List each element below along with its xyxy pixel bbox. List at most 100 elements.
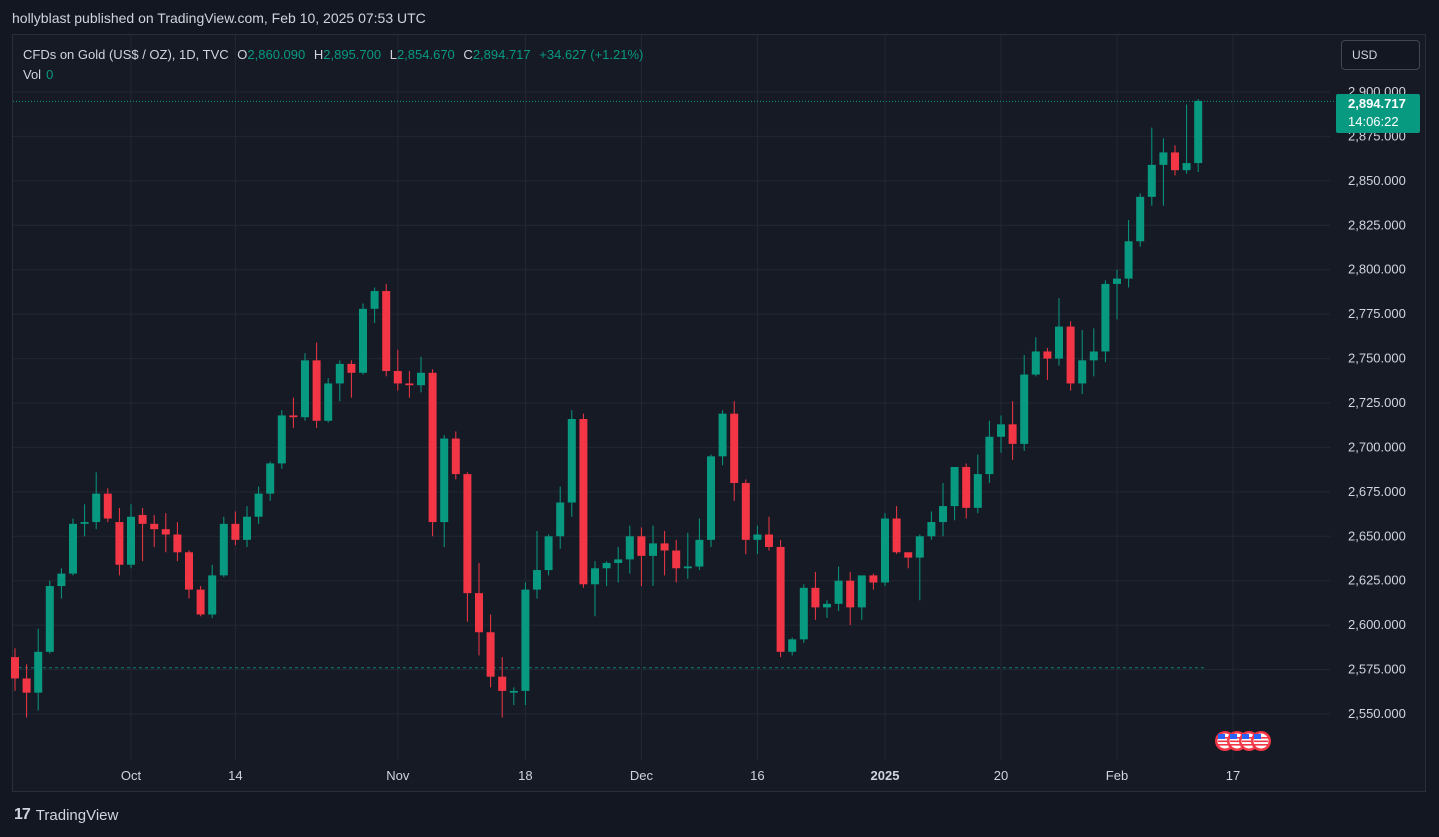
candle[interactable]: [219, 516, 228, 578]
candle[interactable]: [1089, 328, 1098, 377]
candle[interactable]: [1078, 330, 1087, 395]
candle[interactable]: [34, 628, 43, 711]
candle[interactable]: [1113, 269, 1121, 320]
candle[interactable]: [1159, 138, 1168, 206]
candle[interactable]: [741, 479, 750, 555]
candle[interactable]: [834, 566, 843, 611]
candle[interactable]: [811, 571, 820, 620]
candle[interactable]: [150, 514, 159, 547]
candle[interactable]: [45, 580, 54, 654]
candle[interactable]: [277, 410, 286, 469]
candle[interactable]: [579, 413, 588, 588]
candle[interactable]: [765, 516, 773, 551]
candle[interactable]: [881, 513, 889, 587]
candle[interactable]: [591, 561, 599, 617]
candle[interactable]: [127, 504, 135, 569]
candle[interactable]: [22, 664, 31, 718]
candle[interactable]: [1031, 337, 1040, 377]
candle[interactable]: [753, 525, 762, 555]
candle[interactable]: [939, 482, 947, 537]
candle[interactable]: [1066, 321, 1075, 391]
candle[interactable]: [405, 371, 414, 398]
candle[interactable]: [707, 454, 715, 547]
candle[interactable]: [115, 507, 124, 576]
candle[interactable]: [301, 353, 309, 421]
candle[interactable]: [498, 657, 507, 718]
candle[interactable]: [347, 360, 356, 398]
candle[interactable]: [312, 342, 321, 428]
candle[interactable]: [289, 397, 298, 428]
candle[interactable]: [254, 486, 263, 524]
candle[interactable]: [857, 575, 866, 620]
candle[interactable]: [973, 454, 982, 514]
candle[interactable]: [567, 410, 576, 517]
candle[interactable]: [695, 518, 704, 571]
candle[interactable]: [637, 527, 646, 587]
candle[interactable]: [927, 511, 936, 540]
candle[interactable]: [776, 539, 785, 658]
candle[interactable]: [683, 532, 692, 579]
currency-button[interactable]: USD: [1341, 40, 1420, 70]
candle[interactable]: [11, 648, 19, 691]
candle[interactable]: [486, 614, 495, 688]
candle[interactable]: [649, 525, 657, 587]
candle[interactable]: [602, 561, 611, 587]
candle[interactable]: [1043, 347, 1052, 380]
candle[interactable]: [196, 586, 205, 617]
candle[interactable]: [521, 582, 530, 706]
candle[interactable]: [544, 534, 553, 576]
symbol-title[interactable]: CFDs on Gold (US$ / OZ), 1D, TVC: [23, 47, 229, 62]
candle[interactable]: [892, 506, 901, 555]
candle[interactable]: [1194, 99, 1203, 172]
candle[interactable]: [950, 466, 959, 521]
candle[interactable]: [440, 434, 449, 547]
candle[interactable]: [324, 378, 333, 423]
candle[interactable]: [846, 571, 855, 626]
candle[interactable]: [869, 573, 878, 590]
candle[interactable]: [475, 562, 483, 656]
candle[interactable]: [1101, 280, 1110, 363]
candle[interactable]: [335, 360, 344, 402]
chart-pane[interactable]: [12, 34, 1426, 792]
candle[interactable]: [69, 518, 77, 576]
candle[interactable]: [208, 564, 217, 619]
candle[interactable]: [625, 525, 634, 574]
candle[interactable]: [1055, 298, 1063, 366]
candle[interactable]: [1147, 127, 1156, 206]
candle[interactable]: [359, 303, 367, 375]
candle[interactable]: [1182, 104, 1191, 174]
candle[interactable]: [1008, 401, 1017, 460]
candle[interactable]: [730, 401, 739, 501]
candle[interactable]: [533, 530, 541, 599]
candle[interactable]: [382, 283, 391, 377]
candle[interactable]: [161, 513, 170, 553]
us-flag-event-icon[interactable]: [1251, 731, 1271, 751]
candle[interactable]: [80, 504, 89, 537]
candle[interactable]: [185, 550, 193, 599]
candle[interactable]: [393, 349, 402, 391]
candle[interactable]: [1136, 193, 1145, 247]
candle[interactable]: [451, 431, 460, 480]
candle[interactable]: [788, 637, 797, 656]
candle[interactable]: [718, 410, 727, 466]
candle[interactable]: [370, 287, 379, 324]
candle[interactable]: [915, 534, 924, 601]
candle[interactable]: [57, 568, 66, 599]
candle[interactable]: [799, 584, 808, 643]
candle[interactable]: [266, 461, 275, 501]
candle[interactable]: [428, 369, 437, 537]
candle[interactable]: [173, 522, 182, 562]
candle[interactable]: [1124, 219, 1133, 288]
candle[interactable]: [660, 530, 669, 576]
candle[interactable]: [92, 472, 101, 530]
candle[interactable]: [672, 539, 681, 583]
candle[interactable]: [417, 356, 425, 393]
candle[interactable]: [904, 552, 913, 569]
candle[interactable]: [823, 600, 831, 619]
candle[interactable]: [138, 507, 147, 562]
candle[interactable]: [103, 488, 112, 523]
candle[interactable]: [463, 472, 472, 622]
candle[interactable]: [556, 486, 565, 549]
candle[interactable]: [997, 415, 1005, 453]
